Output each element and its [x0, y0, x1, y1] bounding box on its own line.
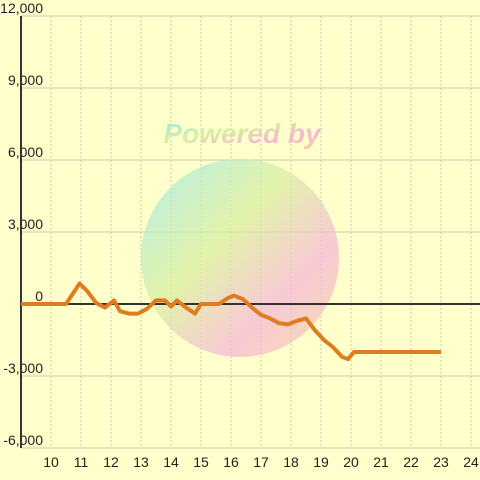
x-tick-label: 24: [463, 454, 479, 470]
y-tick-label: 9,000: [8, 72, 43, 88]
x-tick-label: 23: [433, 454, 449, 470]
watermark: Powered by: [163, 118, 322, 149]
x-tick-label: 22: [403, 454, 419, 470]
line: [21, 281, 441, 362]
x-tick-label: 13: [133, 454, 149, 470]
x-tick-label: 20: [343, 454, 359, 470]
watermark-logo: [141, 159, 339, 357]
y-tick-label: 0: [35, 288, 43, 304]
y-tick-label: 6,000: [8, 144, 43, 160]
x-tick-label: 17: [253, 454, 269, 470]
x-tick-label: 15: [193, 454, 209, 470]
x-tick-label: 16: [223, 454, 239, 470]
x-tick-label: 19: [313, 454, 329, 470]
y-tick-label: 12,000: [0, 0, 43, 16]
x-tick-label: 14: [163, 454, 179, 470]
x-tick-label: 12: [103, 454, 119, 470]
y-tick-label: -3,000: [3, 360, 43, 376]
x-tick-label: 18: [283, 454, 299, 470]
x-tick-label: 21: [373, 454, 389, 470]
y-tick-label: -6,000: [3, 432, 43, 448]
y-tick-label: 3,000: [8, 216, 43, 232]
x-tick-label: 11: [74, 454, 89, 470]
x-tick-label: 10: [43, 454, 59, 470]
plot: -6,000 -3,000 0 3,000 6,000 9,000 12,000 10 11 12…: [0, 0, 480, 470]
